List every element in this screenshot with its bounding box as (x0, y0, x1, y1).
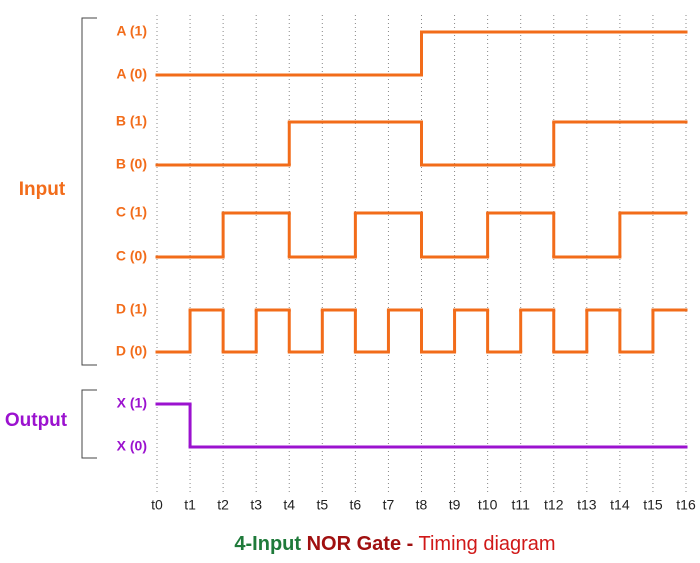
signal-label: D (1) (116, 301, 147, 317)
time-label: t9 (449, 497, 461, 513)
signal-label: B (1) (116, 113, 147, 129)
group-label: Input (19, 179, 66, 200)
signal-label: D (0) (116, 343, 147, 359)
title-part: Timing diagram (419, 533, 556, 555)
time-label: t12 (544, 497, 564, 513)
time-label: t15 (643, 497, 663, 513)
time-label: t16 (676, 497, 696, 513)
time-label: t11 (511, 497, 530, 513)
brackets (81, 17, 97, 459)
time-label: t13 (577, 497, 597, 513)
signal-label: X (0) (117, 438, 147, 454)
time-label: t4 (283, 497, 295, 513)
time-label: t6 (350, 497, 362, 513)
input-bracket (81, 17, 97, 366)
output-bracket (81, 389, 97, 459)
signal-label: C (1) (116, 204, 147, 220)
title-part: 4-Input (234, 533, 301, 555)
signal-label: C (0) (116, 248, 147, 264)
signal-label: A (1) (116, 23, 147, 39)
time-label: t0 (151, 497, 163, 513)
time-label: t1 (184, 497, 196, 513)
time-label: t10 (478, 497, 498, 513)
time-label: t3 (250, 497, 262, 513)
time-label: t2 (217, 497, 229, 513)
signal-label: B (0) (116, 156, 147, 172)
signal-label: X (1) (117, 395, 147, 411)
time-label: t8 (416, 497, 428, 513)
group-label: Output (5, 410, 68, 431)
time-label: t14 (610, 497, 630, 513)
time-label: t5 (316, 497, 328, 513)
time-label: t7 (383, 497, 395, 513)
signal-label: A (0) (116, 66, 147, 82)
title-part: NOR Gate - (307, 533, 414, 555)
title: 4-Input NOR Gate - Timing diagram (234, 533, 555, 555)
